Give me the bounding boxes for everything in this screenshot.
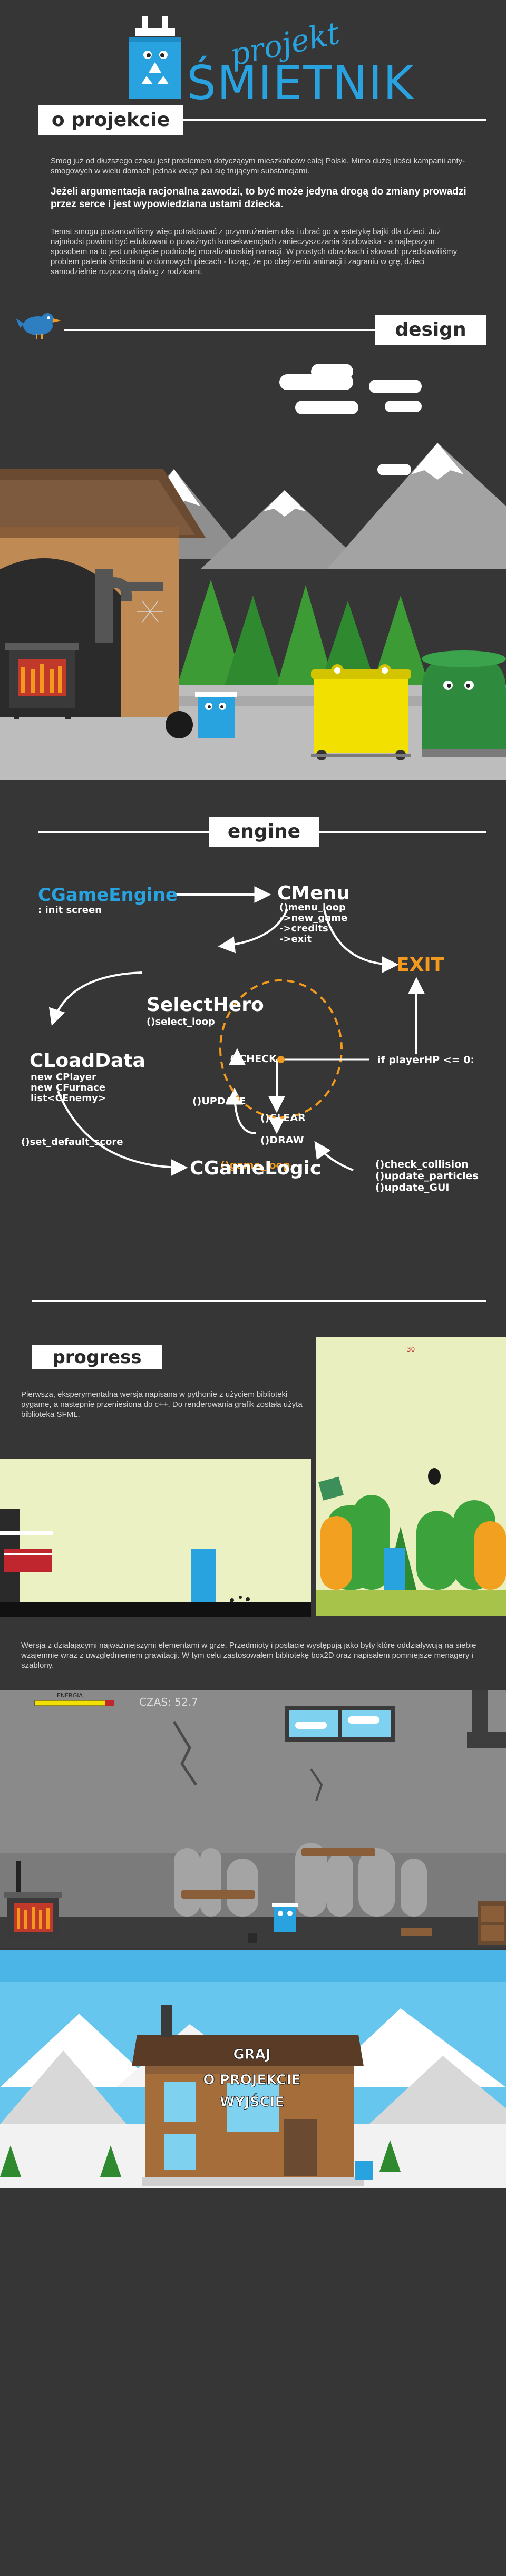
sfml-version-screenshot: 30	[316, 1337, 506, 1616]
engine-section-label: engine	[209, 817, 319, 847]
arrow-menu-selecthero	[218, 909, 288, 954]
node-selecthero: SelectHero	[147, 994, 264, 1016]
node-exit: EXIT	[396, 954, 444, 976]
title-big: ŚMIETNIK	[187, 56, 415, 110]
node-cgameengine: CGameEngine	[38, 884, 178, 906]
node-playerhp: if playerHP <= 0:	[377, 1054, 475, 1066]
progress-p1: Pierwsza, eksperymentalna wersja napisan…	[21, 1390, 303, 1419]
design-line	[64, 329, 486, 331]
node-cmenu-items: ()menu_loop ->new_game ->credits ->exit	[279, 902, 348, 945]
hud-time-label: CZAS: 52.7	[139, 1696, 198, 1708]
arrow-draw-update	[226, 1087, 256, 1134]
box2d-game-screenshot: ENERGIA CZAS: 52.7	[0, 1690, 506, 1948]
node-init-screen: : init screen	[38, 905, 102, 916]
node-check: ()CHECK	[230, 1053, 277, 1065]
arrow-menu-exit	[323, 909, 399, 973]
node-logic-items: ()check_collision ()update_particles ()u…	[375, 1159, 479, 1193]
node-cgamelogic: CGameLogic	[190, 1158, 322, 1179]
progress-section-label: progress	[32, 1345, 162, 1369]
node-select-loop: ()select_loop	[147, 1016, 215, 1027]
about-p3: Temat smogu postanowiliśmy więc potrakto…	[51, 227, 458, 276]
node-update: ()UPDATE	[192, 1095, 246, 1107]
arrow-loaddata-logic	[57, 1091, 188, 1176]
about-p2: Jeżeli argumentacja racjonalna zawodzi, …	[51, 186, 466, 210]
node-draw: ()DRAW	[260, 1134, 304, 1146]
node-game-loop: ()game_loop	[220, 1160, 290, 1171]
menu-item-exit: WYJŚCIE	[220, 2093, 284, 2110]
menu-item-play: GRAJ	[233, 2047, 270, 2063]
arrow-logic-gameloop	[314, 1141, 354, 1171]
node-cloaddata: CLoadData	[30, 1050, 145, 1072]
design-scene	[0, 348, 506, 780]
sfml-score: 30	[407, 1346, 415, 1353]
bird-icon	[16, 313, 61, 339]
hud-energy-label: ENERGIA	[57, 1692, 83, 1699]
gameloop-circle	[219, 979, 343, 1119]
node-cloaddata-items: new CPlayer new CFurnace list<CEnemy>	[31, 1072, 106, 1104]
python-version-screenshot	[0, 1459, 311, 1617]
menu-screen-screenshot: GRAJ O PROJEKCIE WYJŚCIE	[0, 1950, 506, 2218]
bin-logo-icon	[129, 16, 181, 99]
about-section-label: o projekcie	[38, 105, 183, 135]
node-cmenu: CMenu	[277, 882, 350, 904]
header: projekt ŚMIETNIK o projekcie	[0, 0, 506, 137]
node-set-default-score: ()set_default_score	[21, 1136, 123, 1148]
node-clear: ()CLEAR	[260, 1112, 306, 1124]
engine-diagram-arrows	[48, 886, 425, 1176]
progress-line	[32, 1300, 486, 1302]
arrow-selecthero-loaddata	[48, 971, 143, 1026]
header-underline	[38, 119, 486, 121]
menu-item-about: O PROJEKCIE	[203, 2072, 300, 2088]
progress-p2: Wersja z działającymi najważniejszymi el…	[21, 1641, 476, 1670]
design-section-label: design	[375, 315, 486, 345]
about-p1: Smog już od dłuższego czasu jest problem…	[51, 157, 465, 176]
